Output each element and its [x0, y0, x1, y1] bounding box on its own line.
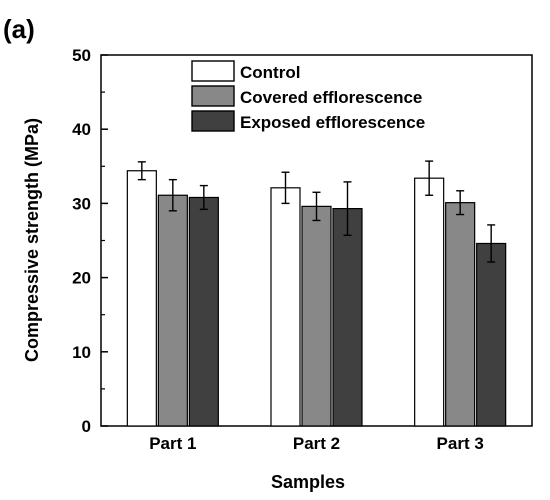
bar	[414, 177, 445, 427]
legend-label: Exposed efflorescence	[240, 113, 425, 132]
legend-swatch	[191, 85, 235, 107]
legend-label: Control	[240, 63, 300, 82]
bar	[476, 242, 507, 427]
x-tick-label: Part 1	[149, 434, 196, 453]
y-tick-label: 50	[72, 46, 91, 65]
x-axis-title: Samples	[271, 472, 345, 492]
y-tick-label: 20	[72, 269, 91, 288]
bar	[301, 205, 332, 427]
x-tick-label: Part 2	[293, 434, 340, 453]
y-tick-label: 30	[72, 194, 91, 213]
y-tick-label: 40	[72, 120, 91, 139]
legend-label: Covered efflorescence	[240, 88, 422, 107]
bar	[270, 187, 301, 427]
y-axis-title: Compressive strength (MPa)	[22, 118, 42, 362]
bar	[126, 170, 157, 427]
legend: Control Covered efflorescence Exposed effl…	[191, 60, 425, 132]
plot-area: 0 10 20 30 40 50 Part 1 Part 2 Part 3	[72, 46, 533, 453]
y-tick-label: 0	[82, 417, 91, 436]
legend-swatch	[191, 110, 235, 132]
y-tick-label: 10	[72, 343, 91, 362]
x-tick-label: Part 3	[437, 434, 484, 453]
panel-label: (a)	[3, 14, 35, 44]
bar	[157, 194, 188, 427]
bar	[188, 196, 219, 427]
bar	[445, 202, 476, 427]
bar	[332, 207, 363, 427]
legend-swatch	[191, 60, 235, 82]
